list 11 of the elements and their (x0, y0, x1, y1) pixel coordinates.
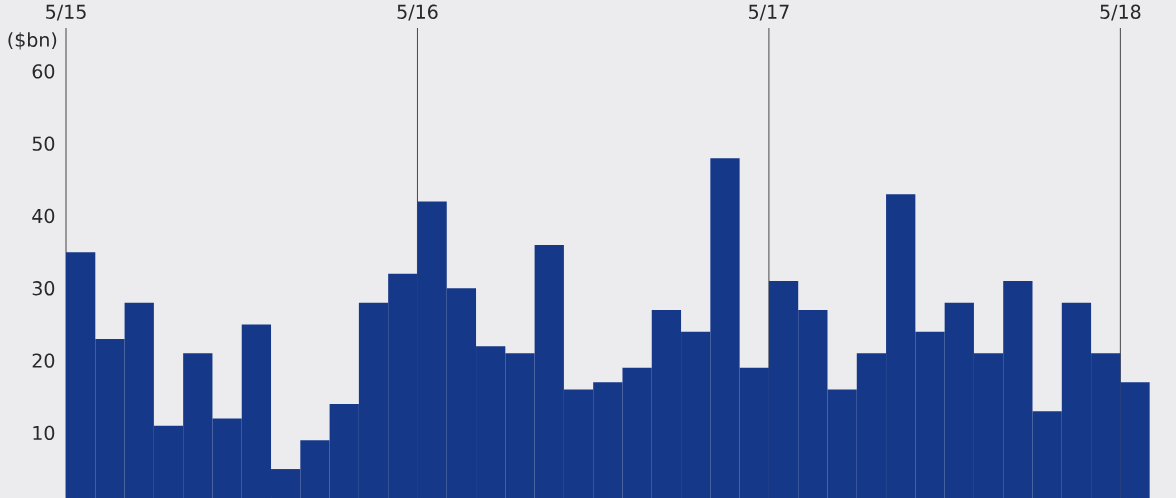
x-tick-label: 5/17 (749, 4, 789, 21)
x-tick-label: 5/16 (397, 4, 438, 21)
x-tick-label: 5/18 (1100, 4, 1141, 21)
y-axis-title: ($bn) (8, 32, 57, 50)
y-tick-label: 30 (32, 281, 55, 296)
x-tick-label: 5/15 (46, 4, 86, 21)
y-tick-label: 20 (32, 353, 55, 368)
y-tick-label: 50 (32, 136, 55, 151)
y-tick-label: 10 (33, 425, 55, 441)
y-tick-label: 40 (32, 208, 55, 224)
y-tick-label: 60 (32, 64, 55, 79)
